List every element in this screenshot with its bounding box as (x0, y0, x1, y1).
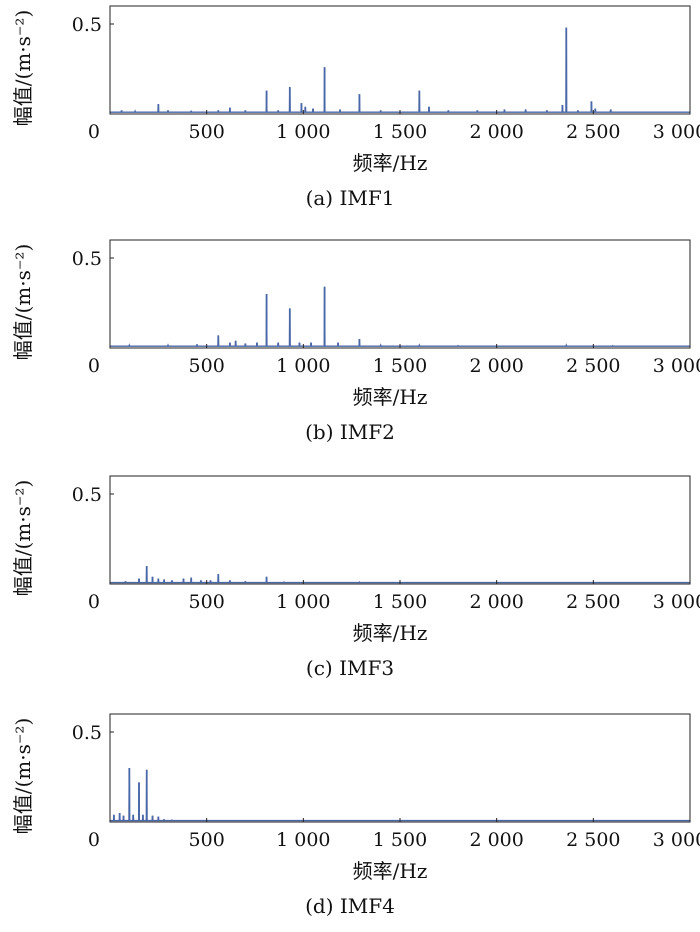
y-tick-label: 0.5 (72, 248, 102, 270)
x-tick-label: 1 000 (276, 591, 330, 613)
x-tick-label: 1 000 (276, 355, 330, 377)
axes-frame (109, 475, 691, 585)
x-tick-label: 500 (189, 591, 225, 613)
spectrum-line (110, 27, 690, 113)
y-tick-label: 0.5 (72, 484, 102, 506)
x-axis-label: 频率/Hz (353, 385, 428, 409)
x-axis-label: 频率/Hz (353, 151, 428, 175)
plot-imf3: 0 500 1 000 1 500 2 000 2 500 3 000 0.5 幅值/(m·s⁻… (11, 475, 700, 645)
y-axis-label: 幅值/(m·s⁻²) (11, 480, 35, 597)
x-tick-label: 2 000 (469, 121, 523, 143)
axes-frame (109, 713, 691, 823)
x-tick-label: 2 500 (566, 829, 620, 851)
x-tick-label: 2 000 (469, 591, 523, 613)
panel-imf1: 0 500 1 000 1 500 2 000 2 500 3 000 0.5 幅值/(m·s⁻… (0, 0, 700, 220)
plot-imf4: 0 500 1 000 1 500 2 000 2 500 3 000 0.5 幅值/(m·s⁻… (11, 713, 700, 883)
plot-imf2: 0 500 1 000 1 500 2 000 2 500 3 000 0.5 幅值/(m·s⁻… (11, 239, 700, 409)
x-tick-label: 1 500 (373, 121, 427, 143)
x-tick-label: 3 000 (653, 591, 700, 613)
x-tick-label: 0 (88, 355, 100, 377)
x-tick-label: 1 000 (276, 121, 330, 143)
y-axis-label: 幅值/(m·s⁻²) (11, 718, 35, 835)
x-tick-label: 2 500 (566, 355, 620, 377)
axes-frame (109, 239, 691, 349)
x-tick-label: 1 000 (276, 829, 330, 851)
x-tick-label: 1 500 (373, 355, 427, 377)
plot-imf1: 0 500 1 000 1 500 2 000 2 500 3 000 0.5 幅值/(m·s⁻… (11, 5, 700, 175)
panel-imf2: 0 500 1 000 1 500 2 000 2 500 3 000 0.5 幅值/(m·s⁻… (0, 234, 700, 454)
x-tick-label: 3 000 (653, 121, 700, 143)
caption-imf3: (c) IMF3 (305, 656, 395, 680)
y-axis-label: 幅值/(m·s⁻²) (11, 244, 35, 361)
x-axis-label: 频率/Hz (353, 859, 428, 883)
x-tick-label: 2 000 (469, 829, 523, 851)
caption-imf4: (d) IMF4 (305, 894, 395, 918)
x-tick-label: 500 (189, 121, 225, 143)
y-axis-label: 幅值/(m·s⁻²) (11, 10, 35, 127)
x-tick-label: 2 500 (566, 591, 620, 613)
x-tick-label: 500 (189, 355, 225, 377)
x-tick-label: 1 500 (373, 591, 427, 613)
spectrum-line (110, 286, 690, 347)
y-tick-label: 0.5 (72, 722, 102, 744)
caption-imf2: (b) IMF2 (305, 420, 395, 444)
x-tick-label: 2 500 (566, 121, 620, 143)
axes-frame (109, 5, 691, 115)
y-tick-label: 0.5 (72, 14, 102, 36)
x-tick-label: 1 500 (373, 829, 427, 851)
caption-imf1: (a) IMF1 (305, 186, 395, 210)
x-tick-label: 0 (88, 121, 100, 143)
panel-imf4: 0 500 1 000 1 500 2 000 2 500 3 000 0.5 幅值/(m·s⁻… (0, 708, 700, 928)
x-tick-label: 0 (88, 591, 100, 613)
panel-imf3: 0 500 1 000 1 500 2 000 2 500 3 000 0.5 幅值/(m·s⁻… (0, 470, 700, 690)
x-tick-label: 3 000 (653, 829, 700, 851)
x-tick-label: 2 000 (469, 355, 523, 377)
x-tick-label: 500 (189, 829, 225, 851)
x-tick-label: 3 000 (653, 355, 700, 377)
x-tick-label: 0 (88, 829, 100, 851)
x-axis-label: 频率/Hz (353, 621, 428, 645)
spectrum-line (110, 767, 690, 822)
